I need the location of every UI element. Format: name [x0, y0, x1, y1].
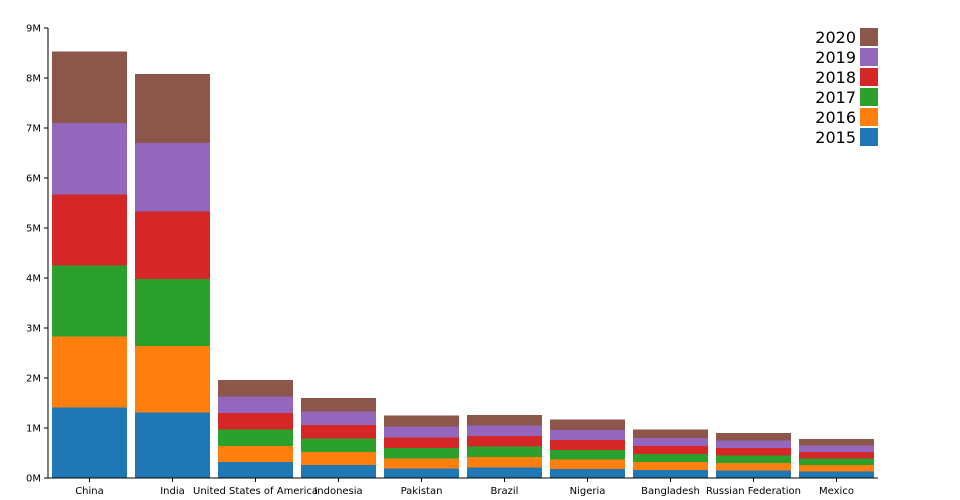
y-axis: 0M 1M 2M 3M 4M 5M 6M 7M 8M 9M: [26, 24, 49, 485]
bar-segment-bangladesh-2019: [633, 438, 708, 446]
y-tick-label-1: 1M: [26, 424, 41, 435]
bar-segment-india-2015: [135, 412, 210, 478]
y-tick-label-6: 6M: [26, 174, 41, 185]
y-tick-label-9: 9M: [26, 24, 41, 35]
bar-segment-china-2015: [52, 407, 127, 478]
x-tick-label-mexico: Mexico: [819, 486, 854, 497]
bar-segment-bangladesh-2017: [633, 454, 708, 462]
bar-segment-india-2018: [135, 211, 210, 279]
bar-segment-bangladesh-2018: [633, 446, 708, 454]
legend-swatch-2019: [860, 48, 878, 66]
bar-segment-bangladesh-2015: [633, 470, 708, 478]
x-tick-label-nigeria: Nigeria: [570, 486, 606, 497]
x-tick-label-bangladesh: Bangladesh: [641, 486, 700, 497]
y-tick-label-8: 8M: [26, 74, 41, 85]
bar-segment-china-2020: [52, 51, 127, 123]
bar-segment-pakistan-2018: [384, 437, 459, 448]
legend-swatch-2017: [860, 88, 878, 106]
bar-segment-russian-federation-2020: [716, 433, 791, 441]
bars-group: [52, 51, 874, 478]
legend-label-2015: 2015: [815, 128, 856, 147]
x-tick-label-united-states-of-america: United States of America: [193, 486, 318, 497]
x-tick-label-russian-federation: Russian Federation: [706, 486, 801, 497]
bar-segment-brazil-2018: [467, 436, 542, 447]
bar-segment-nigeria-2016: [550, 459, 625, 469]
bar-segment-russian-federation-2016: [716, 463, 791, 471]
bar-segment-united-states-of-america-2018: [218, 413, 293, 430]
legend-swatch-2015: [860, 128, 878, 146]
bar-segment-russian-federation-2018: [716, 448, 791, 456]
bar-segment-nigeria-2017: [550, 450, 625, 460]
legend-swatch-2020: [860, 28, 878, 46]
bar-segment-indonesia-2019: [301, 411, 376, 425]
bar-segment-brazil-2019: [467, 425, 542, 436]
x-tick-label-china: China: [75, 486, 104, 497]
bar-segment-united-states-of-america-2019: [218, 396, 293, 413]
bar-segment-china-2019: [52, 123, 127, 195]
bar-segment-united-states-of-america-2017: [218, 429, 293, 446]
bar-segment-united-states-of-america-2015: [218, 462, 293, 478]
bar-segment-bangladesh-2016: [633, 462, 708, 470]
bar-segment-china-2016: [52, 336, 127, 408]
bar-segment-united-states-of-america-2016: [218, 446, 293, 462]
bar-segment-bangladesh-2020: [633, 429, 708, 438]
bar-segment-mexico-2018: [799, 452, 874, 459]
bar-segment-united-states-of-america-2020: [218, 380, 293, 397]
bar-segment-indonesia-2020: [301, 398, 376, 412]
bar-segment-mexico-2020: [799, 439, 874, 446]
legend-label-2016: 2016: [815, 108, 856, 127]
bar-segment-pakistan-2015: [384, 468, 459, 478]
bar-segment-pakistan-2019: [384, 426, 459, 438]
bar-segment-india-2017: [135, 279, 210, 346]
bar-segment-nigeria-2019: [550, 430, 625, 440]
y-tick-label-7: 7M: [26, 124, 41, 135]
y-tick-label-0: 0M: [26, 474, 41, 485]
legend-swatch-2016: [860, 108, 878, 126]
y-tick-label-3: 3M: [26, 324, 41, 335]
x-tick-label-brazil: Brazil: [491, 486, 519, 497]
bar-segment-brazil-2015: [467, 467, 542, 478]
bar-segment-india-2016: [135, 346, 210, 413]
legend-label-2019: 2019: [815, 48, 856, 67]
y-tick-label-4: 4M: [26, 274, 41, 285]
y-tick-label-2: 2M: [26, 374, 41, 385]
bar-segment-china-2018: [52, 194, 127, 266]
bar-segment-brazil-2020: [467, 415, 542, 426]
x-axis: China India United States of AmericaIndone…: [48, 477, 878, 497]
bar-segment-india-2020: [135, 74, 210, 143]
legend-swatch-2018: [860, 68, 878, 86]
bar-segment-russian-federation-2015: [716, 470, 791, 478]
bar-segment-nigeria-2020: [550, 419, 625, 430]
bar-segment-indonesia-2017: [301, 438, 376, 452]
legend-label-2018: 2018: [815, 68, 856, 87]
bar-segment-china-2017: [52, 265, 127, 337]
bar-segment-indonesia-2015: [301, 465, 376, 478]
bar-segment-russian-federation-2019: [716, 440, 791, 448]
legend-label-2020: 2020: [815, 28, 856, 47]
bar-segment-mexico-2019: [799, 445, 874, 452]
bar-segment-mexico-2015: [799, 471, 874, 478]
bar-segment-india-2019: [135, 143, 210, 212]
bar-segment-indonesia-2016: [301, 452, 376, 465]
bar-segment-pakistan-2017: [384, 448, 459, 459]
bar-segment-indonesia-2018: [301, 425, 376, 439]
y-tick-label-5: 5M: [26, 224, 41, 235]
bar-segment-nigeria-2018: [550, 440, 625, 450]
bar-segment-nigeria-2015: [550, 469, 625, 478]
bar-segment-russian-federation-2017: [716, 455, 791, 463]
bar-segment-pakistan-2016: [384, 458, 459, 469]
bar-segment-mexico-2017: [799, 458, 874, 465]
x-tick-label-india: India: [160, 486, 185, 497]
bar-segment-brazil-2016: [467, 457, 542, 468]
x-tick-label-indonesia: Indonesia: [314, 486, 362, 497]
x-tick-label-pakistan: Pakistan: [401, 486, 443, 497]
bar-segment-mexico-2016: [799, 465, 874, 472]
bar-segment-brazil-2017: [467, 446, 542, 457]
bar-segment-pakistan-2020: [384, 415, 459, 427]
legend-label-2017: 2017: [815, 88, 856, 107]
